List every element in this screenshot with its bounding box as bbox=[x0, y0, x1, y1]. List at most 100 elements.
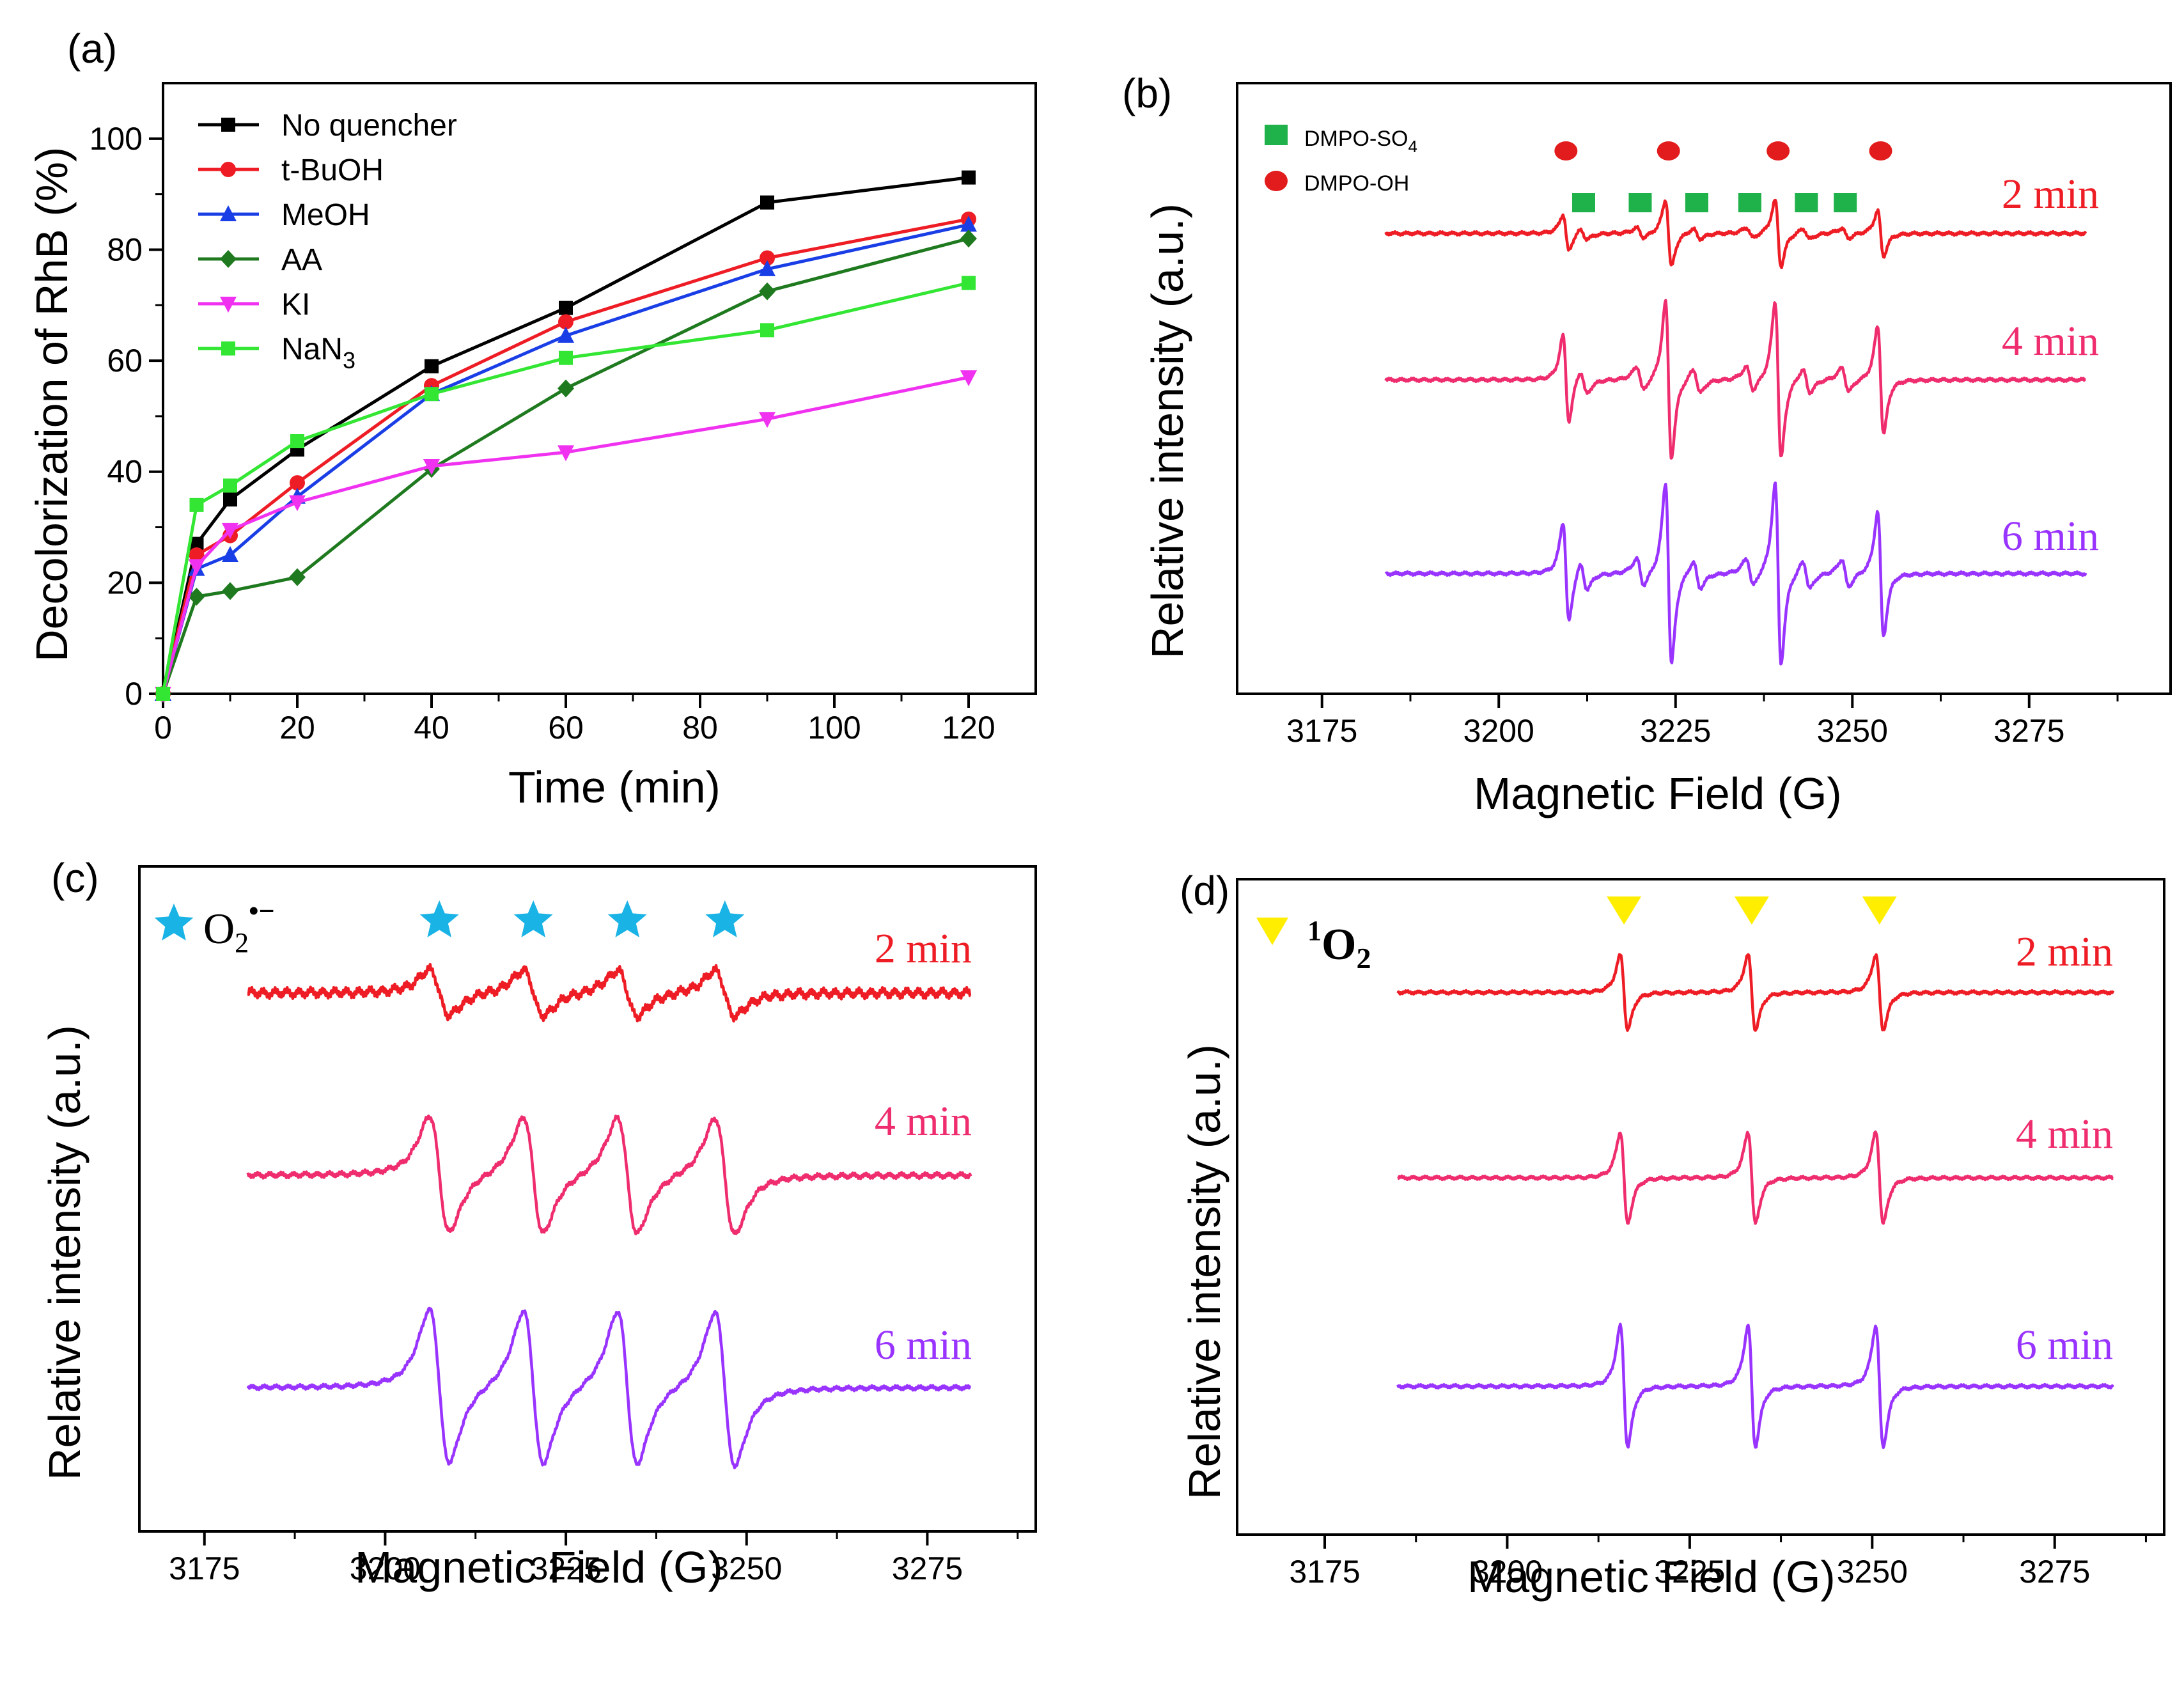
panel-d-species: 1O2 bbox=[1256, 915, 1371, 974]
data-point-ki bbox=[423, 459, 440, 476]
data-point-meoh bbox=[222, 545, 238, 562]
data-point-ki bbox=[188, 559, 205, 575]
spectrum-6-min bbox=[246, 1306, 972, 1469]
legend-marker-aa bbox=[220, 250, 237, 268]
legend-triangle-icon bbox=[1256, 918, 1288, 945]
data-point-no_quencher bbox=[223, 492, 237, 507]
panel-b-ticks: 3175 3200 3225 3250 3275 bbox=[1286, 694, 2119, 749]
legend-label-no_quencher: No quencher bbox=[281, 109, 457, 143]
x-tick-label: 3250 bbox=[1837, 1554, 1908, 1590]
data-point-nan3 bbox=[223, 478, 237, 493]
data-point-nan3 bbox=[559, 350, 573, 365]
panel-a-legend: No quencher t-BuOH MeOH AA KI NaN3 bbox=[198, 109, 457, 373]
x-tick-label: 100 bbox=[807, 710, 861, 746]
series-label-4-min: 4 min bbox=[875, 1098, 972, 1145]
dmpo-so4-peak-marker bbox=[1738, 193, 1761, 212]
legend-marker-dmpo-so4 bbox=[1265, 125, 1288, 145]
data-point-ki bbox=[289, 495, 306, 512]
superoxide-peak-star bbox=[705, 900, 745, 937]
panel-d-series: 2 min 4 min 6 min bbox=[1396, 928, 2115, 1450]
superoxide-peak-star bbox=[419, 900, 459, 937]
x-tick-label: 3275 bbox=[892, 1551, 963, 1586]
singlet-oxygen-peak-triangle bbox=[1607, 896, 1642, 925]
spectrum-4-min bbox=[1397, 1130, 2114, 1225]
panel-b-frame bbox=[1236, 82, 2172, 695]
series-label-6-min: 6 min bbox=[2002, 513, 2099, 559]
series-line-meoh bbox=[161, 223, 969, 694]
legend-marker-no_quencher bbox=[221, 118, 235, 132]
data-point-nan3 bbox=[156, 687, 170, 701]
series-line-no_quencher bbox=[161, 176, 969, 694]
spectrum-4-min bbox=[1384, 299, 2087, 460]
data-point-no_quencher bbox=[760, 195, 774, 210]
data-point-no_quencher bbox=[425, 359, 439, 373]
series-label-2-min: 2 min bbox=[875, 925, 972, 972]
dmpo-so4-peak-marker bbox=[1795, 193, 1818, 212]
singlet-oxygen-peak-triangle bbox=[1862, 896, 1897, 925]
legend-marker-ki bbox=[220, 297, 237, 313]
x-tick-label: 3225 bbox=[530, 1551, 601, 1586]
panel-c-label: (c) bbox=[51, 855, 99, 901]
panel-d-ylabel: Relative intensity (a.u.) bbox=[1180, 1044, 1229, 1499]
panel-b-markers bbox=[1554, 141, 1892, 212]
spectrum-6-min bbox=[1384, 481, 2087, 666]
data-point-no_quencher bbox=[962, 170, 976, 185]
legend-marker-nan3 bbox=[221, 341, 235, 356]
panel-b-ylabel: Relative intensity (a.u.) bbox=[1143, 203, 1192, 659]
data-point-ki bbox=[960, 370, 977, 387]
data-point-meoh bbox=[759, 260, 776, 276]
panel-d-frame bbox=[1236, 878, 2165, 1536]
panel-a-label: (a) bbox=[67, 26, 117, 72]
legend-marker-dmpo-oh bbox=[1265, 171, 1288, 191]
spectrum-6-min bbox=[1396, 1322, 2114, 1450]
panel-b-series: 2 min 4 min 6 min bbox=[1384, 171, 2099, 666]
series-label-6-min: 6 min bbox=[875, 1322, 972, 1368]
panel-a-xlabel: Time (min) bbox=[508, 762, 721, 812]
y-tick-label: 0 bbox=[125, 676, 143, 712]
panel-d-markers bbox=[1607, 896, 1897, 925]
superoxide-peak-star bbox=[607, 900, 647, 937]
data-point-t_buoh bbox=[760, 250, 775, 266]
x-tick-label: 120 bbox=[942, 710, 995, 746]
panel-d: (d) 3175 3200 3225 3250 3275 2 min 4 min 6 min… bbox=[1180, 868, 2165, 1602]
panel-a-frame bbox=[162, 82, 1037, 695]
x-tick-label: 3175 bbox=[1286, 713, 1357, 749]
y-tick-label: 40 bbox=[107, 454, 143, 490]
legend-star-icon bbox=[154, 904, 194, 941]
data-point-aa bbox=[960, 230, 977, 248]
series-label-6-min: 6 min bbox=[2016, 1322, 2113, 1368]
x-tick-label: 3200 bbox=[1463, 713, 1534, 749]
panel-c-markers bbox=[419, 900, 745, 937]
panel-c-frame bbox=[138, 865, 1037, 1533]
data-point-ki bbox=[558, 445, 574, 462]
species-singlet-oxygen: 1O2 bbox=[1307, 915, 1371, 974]
x-tick-label: 3200 bbox=[1472, 1554, 1543, 1590]
legend-label-dmpo-oh: DMPO-OH bbox=[1304, 171, 1409, 196]
dmpo-oh-peak-marker bbox=[1554, 141, 1578, 160]
y-tick-label: 100 bbox=[90, 121, 143, 157]
panel-c-series: 2 min 4 min 6 min bbox=[246, 925, 972, 1469]
legend-label-ki: KI bbox=[281, 288, 310, 322]
data-point-aa bbox=[289, 568, 306, 586]
x-tick-label: 40 bbox=[414, 710, 449, 746]
data-point-t_buoh bbox=[189, 547, 205, 563]
data-point-ki bbox=[222, 522, 238, 539]
data-point-aa bbox=[188, 588, 205, 606]
species-superoxide: O2•− bbox=[203, 895, 275, 958]
spectrum-2-min bbox=[247, 962, 972, 1023]
panel-a: (a) 0 20 40 60 80 100 120 0 20 40 60 80 100 No quenc… bbox=[27, 26, 1037, 812]
x-tick-label: 3175 bbox=[1289, 1554, 1360, 1590]
dmpo-oh-peak-marker bbox=[1767, 141, 1790, 160]
data-point-nan3 bbox=[290, 434, 304, 448]
data-point-aa bbox=[222, 582, 238, 600]
data-point-nan3 bbox=[962, 276, 976, 290]
legend-marker-meoh bbox=[220, 205, 237, 221]
legend-label-meoh: MeOH bbox=[281, 198, 370, 232]
legend-label-t_buoh: t-BuOH bbox=[281, 153, 384, 187]
y-tick-label: 80 bbox=[107, 231, 143, 267]
panel-d-ticks: 3175 3200 3225 3250 3275 bbox=[1289, 1535, 2147, 1590]
x-tick-label: 3250 bbox=[1817, 713, 1888, 749]
series-label-2-min: 2 min bbox=[2002, 171, 2099, 217]
